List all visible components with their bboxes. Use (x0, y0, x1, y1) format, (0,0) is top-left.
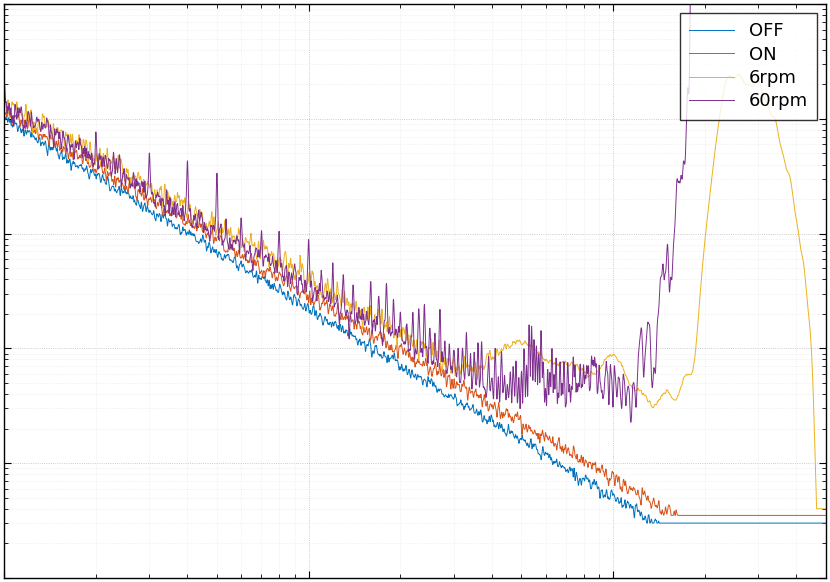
6rpm (160, 184, 170, 191)
ON (821, 512, 830, 519)
60rpm (626, 419, 636, 426)
6rpm (33, 119, 43, 126)
ON (160, 208, 170, 215)
60rpm (401, 336, 411, 343)
60rpm (48, 140, 58, 147)
OFF (401, 362, 411, 369)
OFF (3, 118, 13, 125)
ON (0, 110, 9, 117)
6rpm (0, 100, 9, 107)
6rpm (2, 96, 12, 103)
60rpm (33, 116, 43, 123)
ON (778, 512, 788, 519)
6rpm (734, 71, 744, 78)
6rpm (48, 121, 58, 128)
ON (3, 105, 13, 112)
6rpm (401, 325, 411, 332)
OFF (33, 138, 43, 145)
OFF (0, 113, 9, 120)
Line: 60rpm: 60rpm (4, 0, 826, 423)
60rpm (0, 79, 9, 86)
Legend: OFF, ON, 6rpm, 60rpm: OFF, ON, 6rpm, 60rpm (680, 13, 817, 119)
ON (401, 352, 411, 359)
60rpm (2, 103, 12, 110)
60rpm (160, 212, 170, 219)
OFF (48, 144, 58, 151)
OFF (642, 520, 652, 527)
Line: OFF: OFF (4, 116, 826, 523)
ON (48, 136, 58, 143)
ON (33, 134, 43, 141)
OFF (821, 520, 830, 527)
OFF (2, 112, 12, 119)
ON (666, 512, 676, 519)
6rpm (821, 505, 830, 512)
Line: ON: ON (4, 109, 826, 516)
6rpm (812, 505, 822, 512)
Line: 6rpm: 6rpm (4, 74, 826, 509)
OFF (160, 212, 170, 219)
ON (2, 106, 12, 113)
6rpm (778, 148, 788, 155)
OFF (778, 520, 788, 527)
